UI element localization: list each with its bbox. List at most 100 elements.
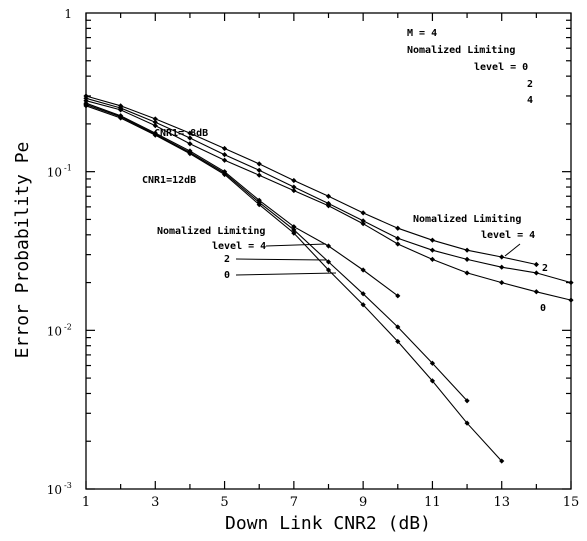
data-point (152, 116, 158, 122)
data-point (464, 247, 470, 253)
data-point (395, 293, 401, 299)
data-point (118, 115, 124, 121)
data-point (291, 224, 297, 230)
series-line (85, 103, 468, 402)
x-tick-label: 13 (493, 495, 510, 510)
data-point (291, 227, 297, 233)
data-point (325, 193, 332, 199)
right-level-2-label: 2 (542, 263, 548, 274)
data-point (568, 279, 574, 286)
data-point (395, 225, 401, 231)
data-point (256, 167, 262, 173)
data-point (533, 289, 539, 295)
data-point (187, 135, 193, 141)
m-value-label: M = 4 (407, 28, 437, 39)
data-point (291, 177, 297, 184)
left-level-0-label: 0 (224, 270, 230, 281)
y-tick-label: 10 (47, 483, 62, 497)
data-point (464, 420, 470, 426)
right-level-4-label: level = 4 (481, 230, 535, 241)
x-tick-labels: 1 3 5 7 9 11 13 15 (82, 495, 579, 510)
data-point (429, 256, 436, 262)
x-tick-label: 7 (290, 495, 298, 510)
data-point (464, 270, 470, 276)
y-axis-title: Error Probability Pe (12, 142, 33, 359)
data-point (499, 279, 505, 286)
data-point (360, 218, 366, 224)
data-point (221, 145, 228, 152)
legend-level-2: 2 (527, 79, 533, 90)
y-tick-label: 1 (64, 7, 72, 21)
legend-level-4: 4 (527, 95, 533, 106)
data-point (221, 157, 228, 163)
data-point (395, 338, 401, 345)
y-tick-exponent: -2 (64, 322, 72, 331)
data-point (360, 291, 366, 297)
x-axis-title: Down Link CNR2 (dB) (225, 513, 431, 534)
data-point (325, 203, 332, 209)
x-tick-label: 5 (220, 495, 228, 510)
data-point (464, 256, 470, 262)
limiting-label-right: Nomalized Limiting (413, 213, 521, 225)
x-tick-label: 15 (563, 495, 580, 510)
data-point (187, 150, 193, 157)
x-tick-label: 1 (82, 495, 90, 510)
data-point (429, 360, 436, 366)
data-point (325, 259, 332, 265)
data-point (568, 297, 574, 303)
limiting-label-left: Nomalized Limiting (157, 225, 265, 237)
y-tick-exponent: -1 (64, 164, 72, 173)
left-level-4-label: level = 4 (212, 241, 266, 252)
axis-ticks (85, 13, 572, 490)
y-tick-label: 10 (47, 166, 62, 180)
data-point (325, 243, 332, 249)
data-point (187, 141, 193, 147)
data-point (221, 152, 228, 158)
right-level-0-label: 0 (540, 303, 546, 314)
data-point (395, 324, 401, 330)
cnr1-8db-label: CNR1= 8dB (154, 128, 208, 139)
data-point (325, 267, 332, 273)
data-point (291, 187, 297, 194)
data-point (429, 247, 436, 253)
data-point (499, 264, 505, 270)
data-point (118, 107, 124, 113)
data-point (395, 235, 401, 241)
series-line (85, 95, 537, 266)
data-point (429, 237, 436, 243)
data-point (360, 221, 366, 227)
data-point (429, 378, 436, 384)
data-point (499, 254, 505, 260)
data-point (152, 132, 158, 138)
data-point (152, 119, 158, 125)
data-point (256, 161, 262, 167)
left-arrow-4 (265, 243, 327, 247)
x-tick-label: 9 (359, 495, 367, 510)
y-tick-exponent: -3 (64, 481, 72, 490)
x-tick-label: 3 (151, 495, 159, 510)
x-tick-label: 11 (424, 495, 441, 510)
data-point (256, 172, 262, 178)
data-point (464, 398, 470, 404)
cnr1-12db-label: CNR1=12dB (142, 175, 196, 186)
right-arrow-4 (504, 243, 521, 257)
y-tick-label: 10 (47, 324, 62, 338)
data-point (360, 210, 366, 216)
data-point (499, 458, 505, 464)
data-point (291, 184, 297, 190)
y-tick-labels: 110-110-210-3 (47, 7, 72, 497)
data-point (152, 123, 158, 129)
data-point (395, 241, 401, 247)
data-point (256, 202, 262, 208)
left-level-2-label: 2 (224, 254, 230, 265)
data-point (360, 302, 366, 308)
data-point (360, 267, 366, 273)
data-point (291, 230, 297, 236)
data-series (83, 93, 574, 464)
data-point (187, 130, 193, 136)
data-point (533, 261, 539, 268)
left-arrow-2 (235, 258, 327, 261)
series-line (85, 102, 399, 297)
data-point (221, 171, 228, 178)
